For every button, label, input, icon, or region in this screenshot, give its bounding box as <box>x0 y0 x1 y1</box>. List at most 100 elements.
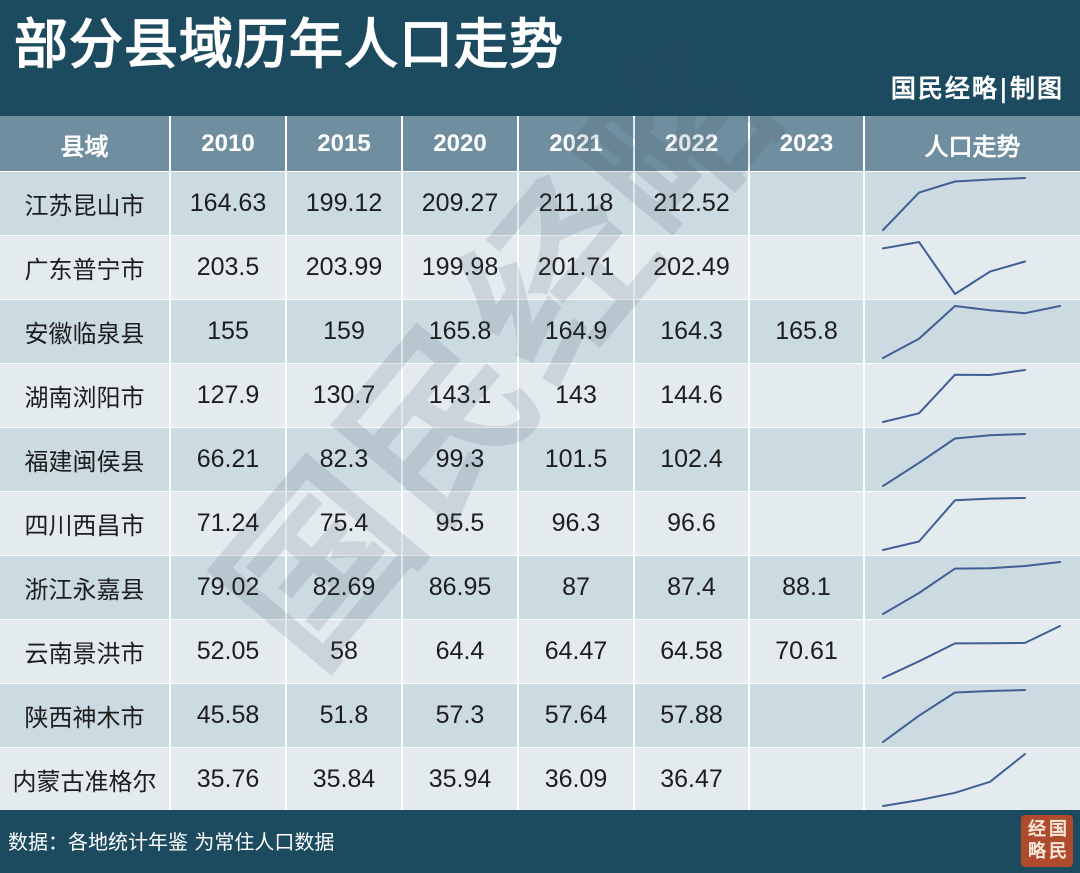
sparkline-chart <box>882 305 1061 359</box>
population-value: 211.18 <box>519 172 635 235</box>
population-value: 165.8 <box>403 300 519 363</box>
sparkline-chart <box>882 177 1026 231</box>
sparkline-cell <box>865 556 1080 619</box>
seal-char: 略 <box>1028 841 1046 862</box>
population-value: 57.88 <box>635 684 750 747</box>
county-name: 云南景洪市 <box>0 620 171 683</box>
population-value: 66.21 <box>171 428 287 491</box>
sparkline-path <box>882 433 1026 487</box>
sparkline-chart <box>882 241 1026 295</box>
sparkline-chart <box>882 625 1061 679</box>
county-name: 浙江永嘉县 <box>0 556 171 619</box>
population-value <box>750 364 865 427</box>
sparkline-chart <box>882 433 1026 487</box>
county-name: 内蒙古准格尔 <box>0 748 171 811</box>
table-row: 浙江永嘉县 79.02 82.69 86.95 87 87.4 88.1 <box>0 556 1080 619</box>
sparkline-chart <box>882 497 1026 551</box>
population-value: 143.1 <box>403 364 519 427</box>
sparkline-path <box>882 305 1061 359</box>
county-name: 湖南浏阳市 <box>0 364 171 427</box>
credit-label: 国民经略|制图 <box>890 74 1064 103</box>
population-value: 82.69 <box>287 556 403 619</box>
population-value: 201.71 <box>519 236 635 299</box>
county-name: 福建闽侯县 <box>0 428 171 491</box>
source-note: 数据：各地统计年鉴 为常住人口数据 <box>8 830 335 854</box>
sparkline-path <box>882 369 1026 423</box>
sparkline-cell <box>865 620 1080 683</box>
population-table: 县域 2010 2015 2020 2021 2022 2023 人口走势 江苏昆山市 164.… <box>0 116 1080 811</box>
sparkline-path <box>882 689 1026 743</box>
chart-title: 部分县域历年人口走势 <box>14 13 564 76</box>
table-header-row: 县域 2010 2015 2020 2021 2022 2023 人口走势 <box>0 116 1080 172</box>
table-row: 广东普宁市 203.5 203.99 199.98 201.71 202.49 <box>0 236 1080 299</box>
table-row: 江苏昆山市 164.63 199.12 209.27 211.18 212.52 <box>0 172 1080 235</box>
sparkline-path <box>882 497 1026 551</box>
sparkline-cell <box>865 684 1080 747</box>
column-header: 县域 <box>0 116 171 172</box>
population-value: 199.98 <box>403 236 519 299</box>
population-value: 71.24 <box>171 492 287 555</box>
column-header: 2020 <box>403 116 519 172</box>
column-header: 人口走势 <box>924 133 1021 161</box>
population-value <box>750 684 865 747</box>
column-header: 2015 <box>287 116 403 172</box>
population-value: 45.58 <box>171 684 287 747</box>
population-value: 203.99 <box>287 236 403 299</box>
header: 部分县域历年人口走势 国民经略|制图 <box>0 0 1080 116</box>
table-row: 安徽临泉县 155 159 165.8 164.9 164.3 165.8 <box>0 300 1080 363</box>
population-value: 96.3 <box>519 492 635 555</box>
column-header: 2022 <box>635 116 750 172</box>
population-value: 86.95 <box>403 556 519 619</box>
sparkline-path <box>882 177 1026 231</box>
population-value: 35.94 <box>403 748 519 811</box>
population-value: 164.63 <box>171 172 287 235</box>
sparkline-chart <box>882 561 1061 615</box>
population-value <box>750 236 865 299</box>
population-value: 102.4 <box>635 428 750 491</box>
population-value: 99.3 <box>403 428 519 491</box>
population-value: 35.84 <box>287 748 403 811</box>
population-value: 164.3 <box>635 300 750 363</box>
table-row: 湖南浏阳市 127.9 130.7 143.1 143 144.6 <box>0 364 1080 427</box>
population-value: 64.4 <box>403 620 519 683</box>
population-value: 203.5 <box>171 236 287 299</box>
population-value: 88.1 <box>750 556 865 619</box>
sparkline-cell <box>865 172 1080 235</box>
sparkline-chart <box>882 369 1026 423</box>
population-value: 165.8 <box>750 300 865 363</box>
sparkline-chart <box>882 753 1026 807</box>
seal-char: 经 <box>1028 819 1046 840</box>
seal-char: 国 <box>1049 819 1067 840</box>
population-value: 101.5 <box>519 428 635 491</box>
population-value: 82.3 <box>287 428 403 491</box>
population-value: 52.05 <box>171 620 287 683</box>
population-value <box>750 492 865 555</box>
population-value: 155 <box>171 300 287 363</box>
county-name: 四川西昌市 <box>0 492 171 555</box>
population-value: 57.64 <box>519 684 635 747</box>
population-value: 87 <box>519 556 635 619</box>
population-value: 212.52 <box>635 172 750 235</box>
population-value: 36.09 <box>519 748 635 811</box>
table-row: 陕西神木市 45.58 51.8 57.3 57.64 57.88 <box>0 684 1080 747</box>
population-value: 64.47 <box>519 620 635 683</box>
sparkline-cell <box>865 428 1080 491</box>
table-row: 福建闽侯县 66.21 82.3 99.3 101.5 102.4 <box>0 428 1080 491</box>
population-value: 36.47 <box>635 748 750 811</box>
population-value: 58 <box>287 620 403 683</box>
table-row: 云南景洪市 52.05 58 64.4 64.47 64.58 70.61 <box>0 620 1080 683</box>
seal-logo: 经 国 略 民 <box>1021 815 1073 867</box>
county-name: 陕西神木市 <box>0 684 171 747</box>
population-value: 143 <box>519 364 635 427</box>
population-value: 159 <box>287 300 403 363</box>
population-value <box>750 428 865 491</box>
population-value: 70.61 <box>750 620 865 683</box>
seal-char: 民 <box>1049 841 1067 862</box>
population-value: 75.4 <box>287 492 403 555</box>
population-value: 64.58 <box>635 620 750 683</box>
footer: 数据：各地统计年鉴 为常住人口数据 <box>0 810 1080 873</box>
population-value: 209.27 <box>403 172 519 235</box>
sparkline-cell <box>865 748 1080 811</box>
sparkline-path <box>882 625 1061 679</box>
population-value: 130.7 <box>287 364 403 427</box>
